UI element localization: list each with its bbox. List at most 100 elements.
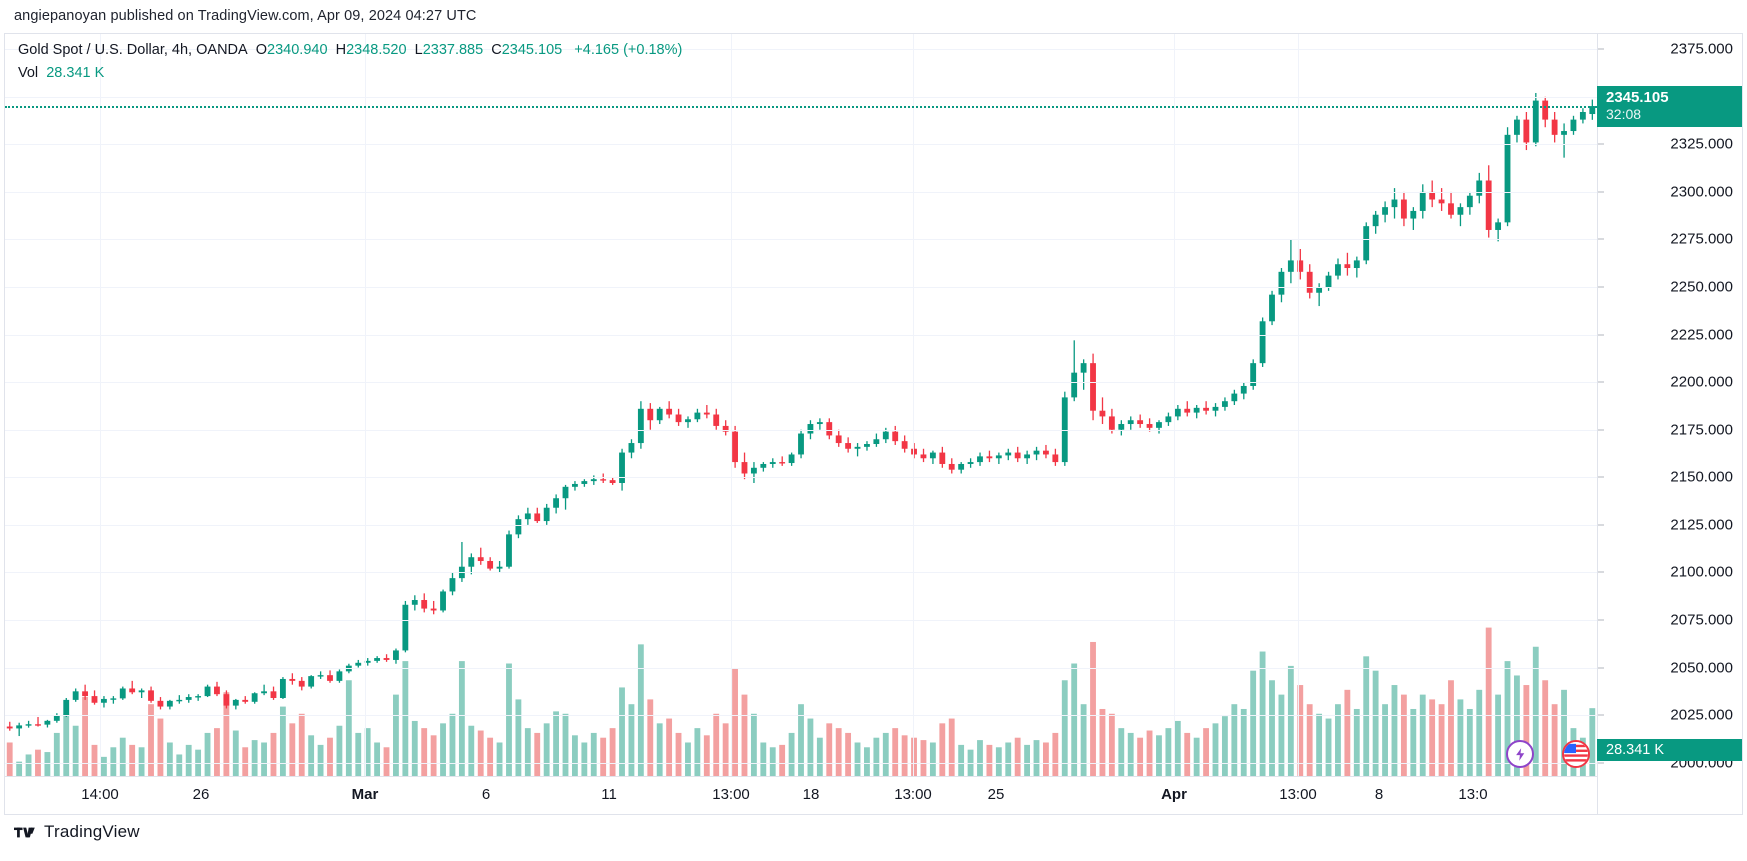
horizontal-gridline [5, 49, 1597, 51]
volume-bar [1250, 670, 1257, 776]
horizontal-gridline [5, 524, 1597, 526]
candle-body [1108, 416, 1115, 430]
price-scale[interactable]: 2375.0002350.0002325.0002300.0002275.000… [1597, 34, 1742, 814]
volume-bar [854, 742, 861, 776]
volume-bar [1005, 742, 1012, 776]
candle-wick [480, 547, 482, 565]
volume-bar [1231, 704, 1238, 776]
candle-body [1287, 260, 1294, 272]
candle-body [713, 414, 720, 426]
candle-body [214, 686, 220, 695]
candle-body [421, 600, 428, 609]
candle-body [1316, 287, 1323, 293]
candle-body [1353, 260, 1360, 269]
time-scale-tick: 18 [802, 786, 820, 803]
candle-body [223, 694, 230, 706]
volume-bar [1400, 694, 1407, 776]
vertical-gridline [1298, 34, 1299, 776]
volume-bar [1118, 728, 1125, 776]
volume-bar [901, 735, 908, 776]
volume-bar [1061, 680, 1068, 776]
volume-bar [685, 742, 691, 776]
price-scale-tick-mark [1598, 143, 1604, 145]
price-scale-tick-mark [1598, 429, 1604, 431]
candle-body [1523, 119, 1530, 143]
candle-body [157, 700, 164, 707]
current-volume-badge: 28.341 K [1597, 738, 1742, 761]
volume-bar [364, 728, 371, 776]
volume-bar [449, 713, 456, 776]
price-scale-tick: 2025.000 [1670, 706, 1733, 724]
candle-body [929, 452, 936, 459]
candle-body [1514, 119, 1520, 135]
price-scale-tick-mark [1598, 476, 1604, 478]
candle-body [977, 456, 983, 463]
candle-body [637, 408, 644, 444]
candle-body [1052, 454, 1059, 463]
price-scale-tick: 2225.000 [1670, 326, 1733, 344]
volume-bar [769, 747, 776, 776]
candle-body [1259, 321, 1266, 364]
time-scale[interactable]: 14:00 26 Mar 6 11 13:00 18 13:00 25 Apr 13:00 8 13:0 [5, 776, 1742, 814]
lightning-bolt-icon[interactable] [1506, 740, 1534, 768]
volume-bar [581, 742, 588, 776]
candle-body [1174, 408, 1181, 417]
volume-bar [571, 735, 578, 776]
candle-body [1429, 191, 1436, 200]
candle-body [1485, 180, 1492, 230]
volume-bar [1589, 708, 1596, 776]
candle-body [1561, 131, 1567, 135]
volume-bar [176, 754, 183, 776]
volume-bar [694, 728, 701, 776]
candle-body [148, 690, 154, 701]
candle-body [760, 463, 767, 468]
volume-bar [157, 718, 164, 776]
candle-body [1410, 210, 1417, 219]
candle-body [553, 498, 559, 508]
candle-body [882, 431, 889, 440]
volume-bar [628, 704, 635, 776]
price-scale-tick-mark [1598, 619, 1604, 621]
price-scale-tick-mark [1598, 286, 1604, 288]
candle-wick [1073, 340, 1075, 402]
volume-bar [1532, 646, 1539, 776]
candle-body [958, 463, 965, 470]
volume-bar [317, 744, 324, 776]
volume-bar [261, 742, 267, 776]
candle-body [251, 693, 258, 702]
candle-body [1391, 199, 1398, 208]
volume-bar [534, 732, 541, 776]
volume-bar [468, 725, 475, 776]
volume-bar [110, 747, 117, 776]
candle-body [750, 467, 757, 474]
candle-body [1297, 260, 1304, 272]
candle-body [694, 412, 701, 420]
horizontal-gridline [5, 96, 1597, 98]
candle-body [1005, 452, 1012, 456]
volume-bar [232, 730, 239, 776]
volume-bar [864, 747, 870, 776]
candle-wick [1318, 283, 1320, 307]
candle-body [100, 698, 107, 703]
volume-bar [788, 732, 795, 776]
volume-bar [327, 737, 333, 776]
volume-bar [308, 735, 315, 776]
volume-bar [741, 694, 748, 776]
volume-bar [1090, 641, 1096, 776]
candle-body [1221, 401, 1228, 407]
volume-bar [204, 732, 211, 776]
candle-body [1231, 393, 1238, 402]
candle-body [1250, 363, 1257, 386]
us-flag-icon[interactable] [1562, 740, 1590, 768]
volume-bar [1523, 685, 1530, 776]
volume-bar [1108, 713, 1115, 776]
candle-body [600, 479, 607, 481]
chart-plot-area[interactable] [5, 34, 1597, 776]
candle-body [270, 691, 277, 698]
tradingview-footer[interactable]: TradingView [14, 822, 140, 842]
candle-body [1269, 294, 1275, 322]
vertical-gridline [913, 34, 914, 776]
candle-body [816, 422, 823, 425]
candle-body [449, 578, 456, 592]
volume-bar [1071, 663, 1078, 776]
